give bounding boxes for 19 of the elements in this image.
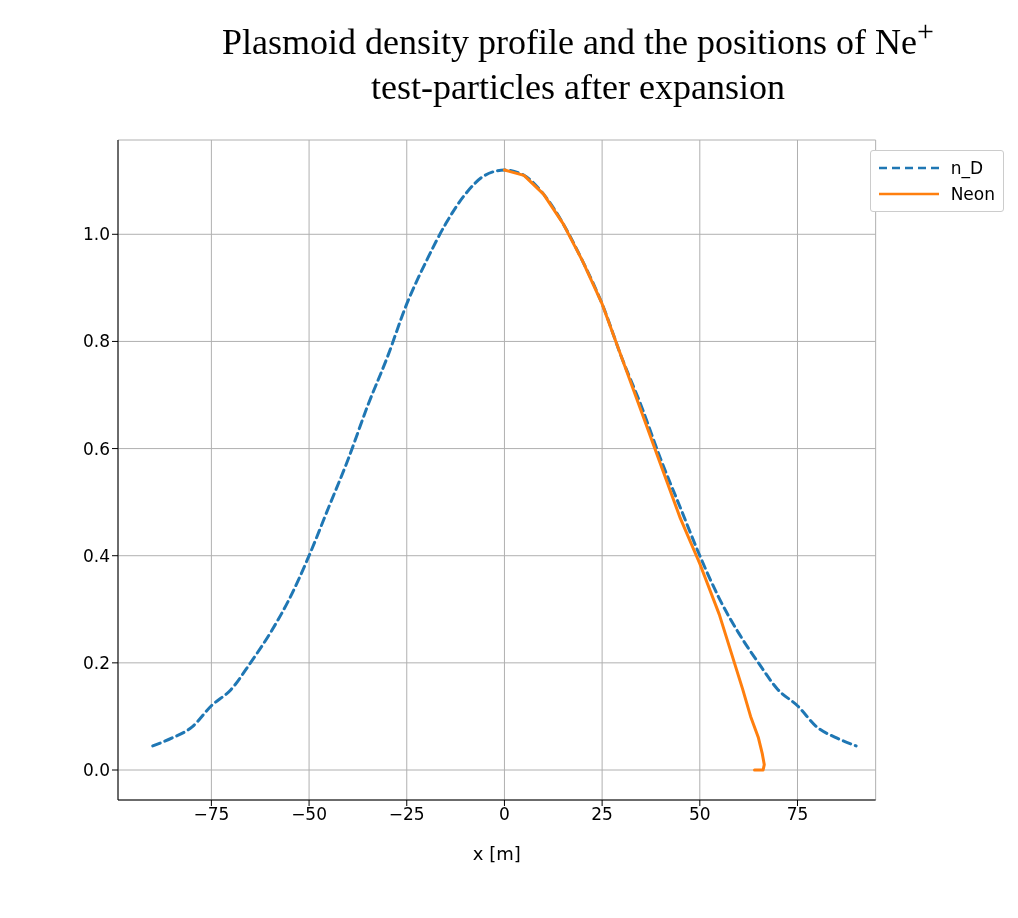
line-series <box>502 168 766 772</box>
x-tick-label: 0 <box>499 804 510 825</box>
x-axis-title: x [m] <box>472 843 521 864</box>
chart-title: Plasmoid density profile and the positions of Ne$^{+}$ test-particles after expansion <box>222 14 934 107</box>
legend-label: Neon <box>950 184 995 204</box>
y-tick-label: 0.2 <box>82 652 110 673</box>
y-tick-label: 0.0 <box>82 760 110 781</box>
y-tick-label: 0.6 <box>82 438 110 459</box>
y-tick-label: 0.8 <box>82 331 110 352</box>
line-series <box>151 168 858 748</box>
x-tick-label: −25 <box>388 804 425 825</box>
x-tick-label: −50 <box>291 804 328 825</box>
x-tick-label: 25 <box>591 804 613 825</box>
x-tick-label: 75 <box>786 804 809 825</box>
x-tick-label: 50 <box>688 804 711 825</box>
x-tick-label: −75 <box>193 804 230 825</box>
y-tick-label: 0.4 <box>82 545 110 566</box>
legend-label: n_D <box>950 158 984 178</box>
y-tick-label: 1.0 <box>82 224 110 245</box>
